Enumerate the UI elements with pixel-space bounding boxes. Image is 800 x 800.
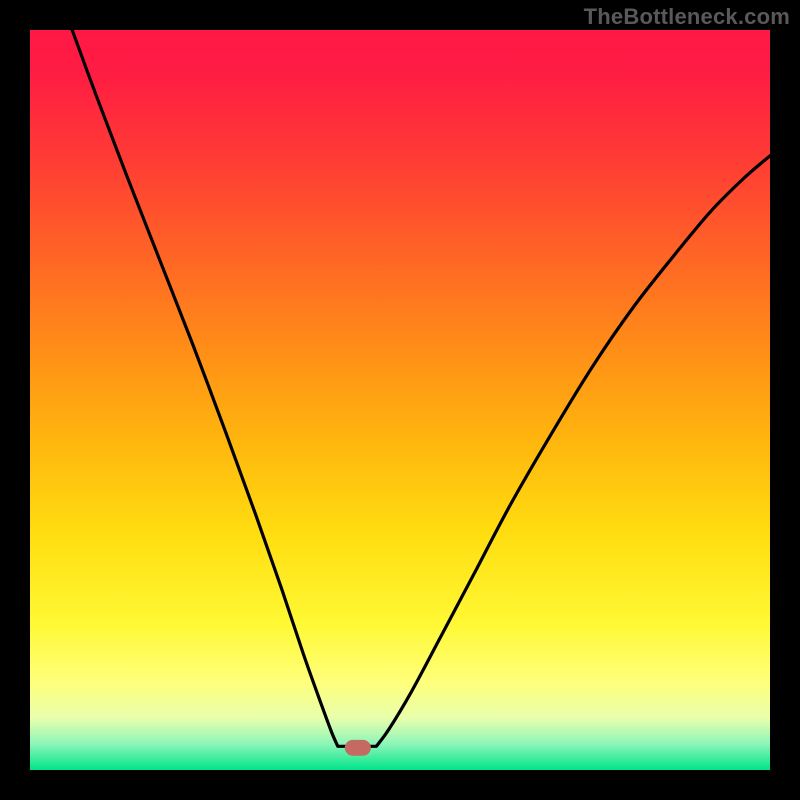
plot-background	[30, 30, 770, 770]
bottleneck-chart	[0, 0, 800, 800]
optimum-marker	[345, 740, 370, 755]
chart-container: TheBottleneck.com	[0, 0, 800, 800]
watermark-text: TheBottleneck.com	[584, 4, 790, 30]
